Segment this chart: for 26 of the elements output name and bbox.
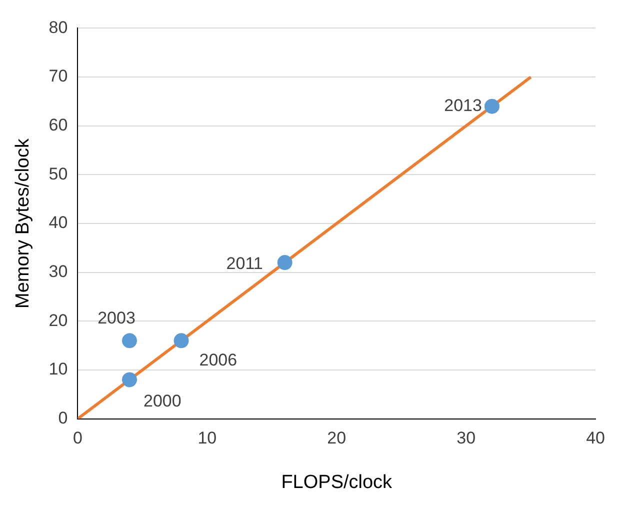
point — [277, 255, 292, 270]
x-axis-title: FLOPS/clock — [281, 472, 393, 493]
y-tick-label: 40 — [48, 213, 68, 232]
x-tick-label: 40 — [586, 428, 606, 448]
y-tick-label: 0 — [58, 408, 68, 428]
x-tick-label: 20 — [327, 428, 346, 448]
x-tick-label: 0 — [72, 428, 82, 448]
y-tick-label: 60 — [48, 116, 68, 135]
annotation: 2006 — [199, 350, 238, 370]
annotation: 2003 — [98, 308, 136, 328]
y-tick-label: 80 — [48, 18, 68, 37]
point — [122, 333, 137, 348]
annotation: 2013 — [444, 96, 482, 116]
point — [484, 98, 500, 114]
x-tick-label: 10 — [198, 428, 217, 448]
y-tick-label: 50 — [48, 164, 68, 184]
x-tick-label: 30 — [456, 428, 476, 448]
y-tick-label: 10 — [48, 360, 68, 379]
point — [122, 372, 137, 388]
y-axis-title: Memory Bytes/clock — [12, 138, 34, 308]
annotation: 2011 — [226, 254, 263, 274]
annotation: 2000 — [143, 391, 182, 410]
y-tick-label: 70 — [48, 66, 68, 86]
point — [174, 333, 189, 348]
y-tick-label: 30 — [48, 262, 68, 282]
y-tick-label: 20 — [48, 310, 68, 330]
